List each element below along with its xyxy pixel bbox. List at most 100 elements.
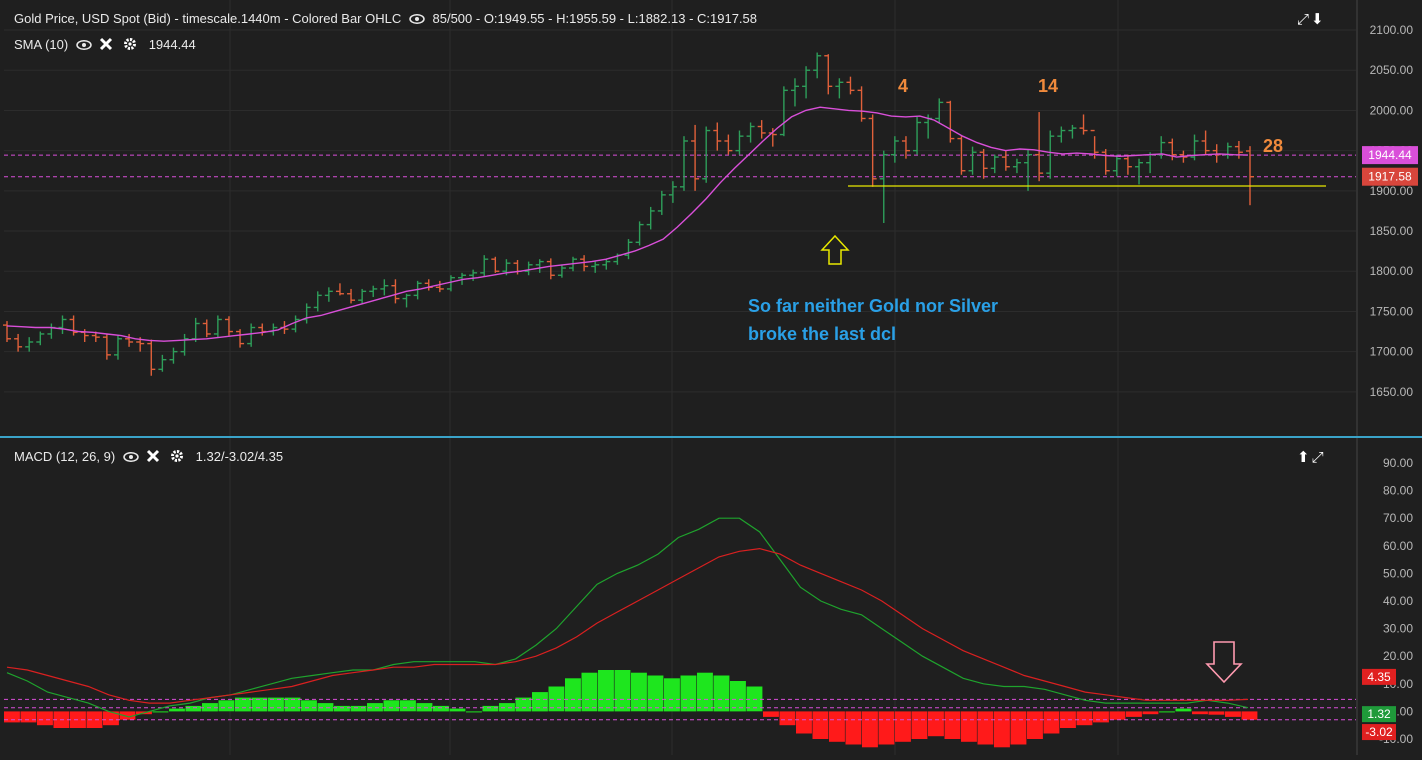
gear-icon[interactable] [170, 449, 186, 463]
histogram-bar [317, 703, 334, 712]
histogram-bar [548, 686, 565, 712]
histogram-bar [796, 711, 812, 734]
histogram-bar [1109, 711, 1126, 720]
histogram-bar [466, 711, 482, 713]
eye-icon[interactable] [76, 39, 92, 53]
macd-axis-tick-label: 30.00 [1383, 622, 1413, 636]
histogram-bar [1076, 711, 1093, 726]
histogram-bar [152, 711, 169, 713]
histogram-bar [614, 670, 631, 712]
histogram-bar [977, 711, 994, 745]
price-axis-tick-label: 1850.00 [1370, 224, 1414, 238]
histogram-bar [565, 678, 581, 712]
histogram-bar [1043, 711, 1060, 734]
price-legend: Gold Price, USD Spot (Bid) - timescale.1… [14, 11, 757, 27]
histogram-bar [680, 675, 697, 712]
histogram-bar [1142, 711, 1159, 715]
histogram-bar [911, 711, 928, 739]
histogram-bar [482, 705, 499, 712]
sma-price-tag: 1944.44 [1368, 148, 1412, 162]
histogram-bar [647, 675, 664, 712]
histogram-bar [103, 711, 119, 726]
histogram-bar [928, 711, 944, 737]
close-icon[interactable] [99, 37, 115, 51]
signal-line [6, 547, 1249, 704]
macd-value-tag-bg [1362, 706, 1396, 723]
histogram-bar [301, 700, 317, 712]
price-axis-tick-label: 1800.00 [1370, 264, 1414, 278]
histogram-bar [1208, 711, 1225, 715]
macd-label: MACD (12, 26, 9) [14, 449, 116, 464]
eye-icon[interactable] [409, 13, 425, 27]
expand-icon[interactable]: ⤢ [1297, 11, 1312, 28]
sma-value: 1944.44 [148, 37, 196, 52]
macd-axis-tick-label: 90.00 [1383, 456, 1413, 470]
histogram-bar [878, 711, 895, 745]
histogram-bar [994, 711, 1010, 748]
signal-value-tag: 4.35 [1367, 670, 1391, 684]
histogram-bar [730, 681, 746, 712]
close-icon[interactable] [146, 449, 162, 463]
histogram-bar [598, 670, 614, 712]
histogram-bar [20, 711, 37, 723]
histogram-bar [1093, 711, 1109, 723]
signal-value-tag-bg [1362, 668, 1396, 685]
histogram-bar [185, 705, 202, 712]
histogram-bar [37, 711, 53, 726]
histogram-bar [581, 672, 598, 712]
histogram-bar [862, 711, 878, 748]
histogram-bar [1060, 711, 1076, 728]
arrow-down-icon[interactable]: ⬇ [1311, 11, 1326, 28]
histogram-bar [119, 711, 136, 720]
price-axis-tick-label: 1700.00 [1370, 345, 1414, 359]
macd-axis-tick-label: 50.00 [1383, 566, 1413, 580]
histogram-bar [433, 705, 449, 712]
up-arrow-marker [820, 234, 850, 265]
sma-line [6, 106, 1249, 342]
histogram-bar [218, 700, 235, 712]
sma-label: SMA (10) [14, 37, 69, 52]
histogram-bar [86, 711, 103, 728]
histogram-bar [763, 711, 779, 717]
macd-axis-tick-label: 40.00 [1383, 594, 1413, 608]
histogram-bar [1192, 711, 1208, 715]
histogram-bar [284, 697, 301, 712]
price-pane-controls: ⤢⬇ [1297, 10, 1326, 28]
histogram-bar [4, 711, 20, 723]
histogram-bar [697, 672, 713, 712]
macd-axis-tick-label: 70.00 [1383, 511, 1413, 525]
macd-values: 1.32/-3.02/4.35 [195, 449, 284, 464]
histogram-bar [449, 708, 466, 712]
histogram-bar [1241, 711, 1258, 720]
current-price-tag-bg [1362, 167, 1418, 186]
price-axis-tick-label: 2000.00 [1370, 103, 1414, 117]
gear-icon[interactable] [123, 37, 139, 51]
histogram-bar [1225, 711, 1241, 717]
eye-icon[interactable] [123, 451, 139, 465]
current-price-tag: 1917.58 [1368, 170, 1412, 184]
macd-axis-tick-label: 60.00 [1383, 539, 1413, 553]
price-axis-tick-label: 2050.00 [1370, 63, 1414, 77]
histogram-bar [367, 703, 383, 712]
histogram-bar [961, 711, 977, 742]
histogram-bar [169, 708, 185, 712]
price-axis-tick-label: 1750.00 [1370, 304, 1414, 318]
expand-icon[interactable]: ⤢ [1311, 449, 1326, 466]
histogram-bar [812, 711, 829, 739]
macd-axis-tick-label: 20.00 [1383, 649, 1413, 663]
histogram-bar [400, 700, 416, 712]
histogram-bar [631, 672, 647, 712]
macd-value-tag: 1.32 [1367, 707, 1391, 721]
histogram-bar [515, 697, 532, 712]
histogram-bar [779, 711, 796, 726]
arrow-up-icon[interactable]: ⬆ [1297, 449, 1312, 466]
histogram-bar [350, 705, 367, 712]
histogram-bar [944, 711, 961, 739]
histogram-bar [845, 711, 862, 745]
price-stats: 85/500 - O:1949.55 - H:1955.59 - L:1882.… [432, 11, 758, 26]
histogram-bar [664, 678, 680, 712]
histogram-bar [1126, 711, 1142, 717]
